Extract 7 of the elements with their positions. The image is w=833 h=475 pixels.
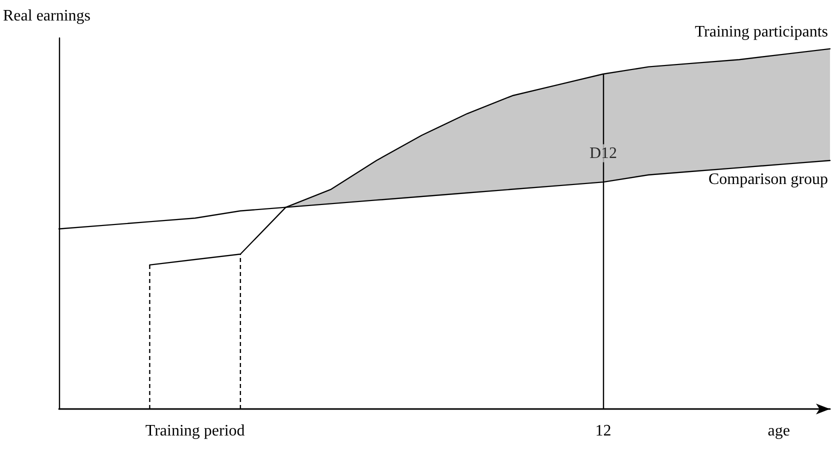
annotation: D12 xyxy=(589,144,618,162)
x-tick-label: Training period xyxy=(145,422,245,440)
x-axis-title: age xyxy=(768,422,790,440)
series-label: Training participants xyxy=(694,23,828,40)
y-axis-title: Real earnings xyxy=(3,8,91,24)
series-label: Comparison group xyxy=(708,170,828,188)
x-tick-label: 12 xyxy=(595,422,612,440)
